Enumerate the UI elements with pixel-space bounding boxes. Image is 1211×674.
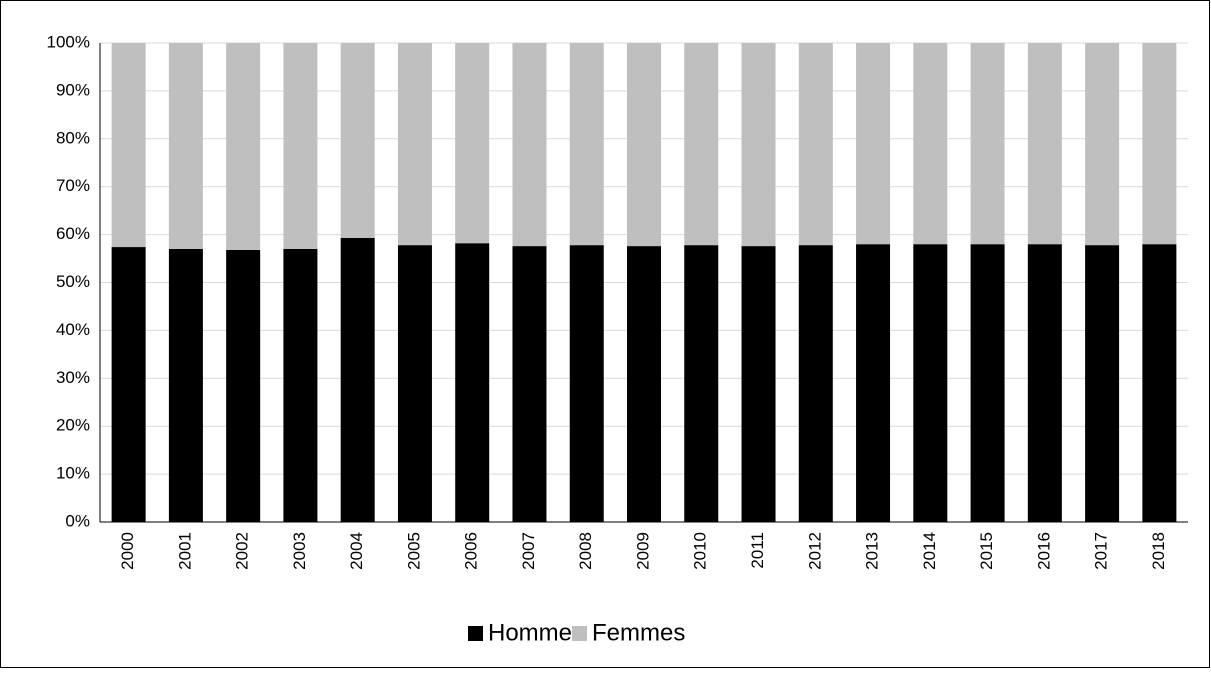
x-tick-label: 2004 [347,532,366,570]
x-tick-label: 2017 [1092,532,1111,570]
bar-segment [627,246,661,522]
bar-segment [684,245,719,522]
bar-segment [340,43,375,238]
bar-segment [512,43,547,247]
bar-segment [340,237,375,522]
x-tick-label: 2002 [233,532,252,570]
y-tick-label: 50% [56,272,90,291]
y-tick-label: 20% [56,416,90,435]
bar-segment [798,43,833,246]
x-tick-label: 2006 [462,532,481,570]
bar-segment [741,246,776,522]
bar-segment [1142,244,1177,522]
bar-segment [512,246,547,522]
bar-segment [455,243,490,523]
legend-label: Hommes [488,619,584,646]
bar-segment [913,43,948,245]
x-tick-label: 2013 [863,532,882,570]
y-tick-label: 90% [56,80,90,99]
x-tick-label: 2012 [805,532,824,570]
x-tick-label: 2016 [1034,532,1053,570]
x-tick-label: 2001 [175,532,194,570]
bar-segment [741,43,776,247]
x-tick-label: 2010 [691,532,710,570]
legend-label: Femmes [592,619,685,646]
y-tick-label: 60% [56,224,90,243]
bar-segment [283,248,318,522]
bar-segment [569,245,604,522]
bar-segment [226,43,261,250]
bar-segment [856,244,891,522]
bar-segment [397,43,432,246]
bar-segment [111,43,146,248]
bar-segment [970,244,1005,522]
bar-segment [111,247,146,522]
bar-segment [168,248,203,522]
x-tick-label: 2000 [118,532,137,570]
bar-segment [455,43,490,244]
bar-segment [1027,244,1062,522]
y-tick-label: 100% [47,32,90,51]
bar-segment [569,43,604,246]
x-tick-label: 2015 [977,532,996,570]
bar-segment [970,43,1005,245]
y-tick-label: 40% [56,320,90,339]
bar-segment [627,43,661,247]
bar-segment [226,249,261,523]
legend-swatch [572,626,587,641]
bar-segment [1085,43,1120,246]
bar-segment [684,43,719,246]
bar-segment [168,43,203,249]
bar-segment [283,43,318,249]
x-tick-label: 2009 [633,532,652,570]
bar-segment [798,245,833,522]
bar-segment [1085,245,1120,522]
bar-segment [1027,43,1062,245]
bar-segment [856,43,891,245]
x-tick-label: 2003 [290,532,309,570]
bar-segment [397,245,432,522]
y-tick-label: 10% [56,464,90,483]
x-tick-label: 2008 [576,532,595,570]
legend-swatch [468,626,483,641]
bar-segment [913,244,948,522]
x-tick-label: 2011 [748,532,767,569]
y-tick-label: 80% [56,128,90,147]
x-tick-label: 2014 [920,532,939,570]
x-tick-label: 2007 [519,532,538,570]
bar-segment [1142,43,1177,245]
x-tick-label: 2018 [1149,532,1168,570]
y-tick-label: 70% [56,176,90,195]
y-tick-label: 30% [56,368,90,387]
y-tick-label: 0% [65,511,90,530]
x-tick-label: 2005 [404,532,423,570]
